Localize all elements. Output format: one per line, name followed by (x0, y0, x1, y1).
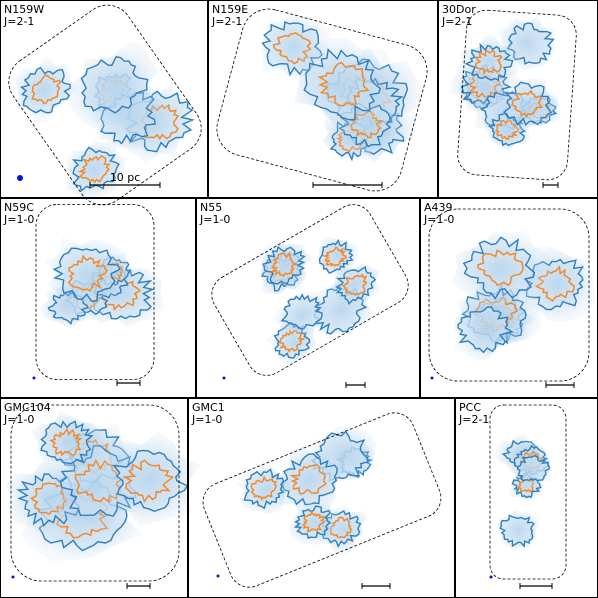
survey-outline (428, 208, 590, 382)
map (235, 425, 377, 555)
map (4, 410, 201, 562)
contour-high (67, 254, 109, 292)
contour-low (280, 293, 323, 330)
panel-name: A439 (424, 201, 453, 214)
panel-transition: J=1-0 (199, 213, 230, 226)
beam (32, 376, 36, 380)
panel-name: N59C (4, 201, 34, 214)
survey-outline (10, 404, 180, 582)
panel-name: N159E (212, 3, 248, 16)
panel-name: GMC104 (4, 401, 51, 414)
contour-low (19, 66, 71, 114)
panel-transition: J=1-0 (423, 213, 454, 226)
contour-high (122, 459, 175, 503)
panel-frame (196, 198, 420, 398)
contour-high (301, 510, 326, 533)
panel-transition: J=2-1 (3, 15, 34, 28)
map (259, 13, 426, 165)
contour-high (474, 49, 503, 75)
contour-low (462, 236, 536, 300)
panel-name: PCC (459, 401, 481, 414)
panel-transition: J=1-0 (3, 413, 34, 426)
panel-name: GMC1 (192, 401, 225, 414)
panel-name: N55 (200, 201, 222, 214)
contour-low (243, 468, 285, 510)
panel-transition: J=1-0 (3, 213, 34, 226)
beam (216, 574, 220, 578)
contour-low (464, 42, 514, 82)
survey-outline (211, 204, 409, 376)
survey-outline (489, 404, 567, 580)
panel-transition: J=1-0 (191, 413, 222, 426)
contour-low (457, 306, 514, 354)
map (258, 236, 381, 367)
contour-high (77, 154, 111, 184)
panel-transition: J=2-1 (441, 15, 472, 28)
map (495, 434, 552, 552)
panel-frame (0, 198, 196, 398)
contour-high (31, 74, 61, 105)
beam (489, 575, 493, 579)
contour-high (317, 61, 370, 107)
contour-low (80, 55, 149, 114)
beam (17, 175, 23, 181)
panel-frame (208, 0, 438, 198)
survey-outline (202, 412, 442, 588)
contour-low (72, 146, 120, 192)
contour-low (499, 514, 535, 548)
beam (11, 575, 15, 579)
contour-high (278, 329, 306, 353)
survey-outline (216, 8, 428, 192)
panel-frame (0, 0, 208, 198)
beam (430, 376, 434, 380)
panel-name: N159W (4, 3, 44, 16)
panel-transition: J=2-1 (458, 413, 489, 426)
contour-low (517, 455, 551, 482)
scale-label: 10 pc (110, 171, 141, 184)
contour-low (52, 247, 121, 303)
contour-high (272, 32, 312, 65)
contour-high (250, 475, 278, 501)
survey-outline (8, 4, 202, 206)
panel-name: 30Dor (442, 3, 476, 16)
contour-high (511, 89, 544, 118)
map (451, 230, 596, 362)
contour-low (303, 48, 382, 121)
contour-low (40, 420, 94, 465)
map (39, 237, 166, 330)
contour-high (49, 427, 83, 457)
map (449, 14, 563, 153)
contour-high (270, 251, 298, 277)
survey-outline (457, 9, 577, 181)
contour-high (477, 249, 524, 287)
panel-transition: J=2-1 (211, 15, 242, 28)
contour-high (341, 273, 368, 297)
map (14, 40, 195, 199)
contour-high (321, 246, 347, 267)
beam (222, 376, 226, 380)
contour-low (502, 81, 553, 127)
survey-outline (35, 204, 155, 380)
